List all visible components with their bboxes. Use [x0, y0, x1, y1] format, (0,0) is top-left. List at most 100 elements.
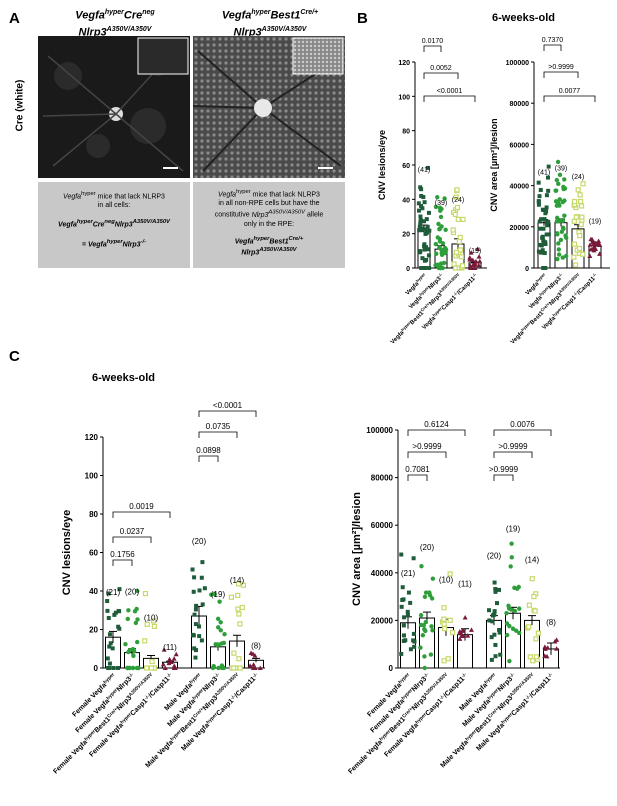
n-label: (39): [555, 166, 567, 173]
x-tick-label-part: /Casp11: [456, 276, 477, 297]
data-point: [422, 665, 427, 671]
data-point: [426, 253, 431, 258]
comparison-p-value: 0.0077: [559, 88, 581, 95]
data-point: [497, 628, 502, 633]
y-tick-label: 100000: [366, 426, 393, 435]
data-point: [591, 245, 597, 251]
comparison-p-value: 0.0170: [422, 38, 444, 45]
panel-c-letter: C: [9, 348, 20, 365]
data-point: [105, 608, 110, 613]
data-point: [130, 665, 136, 671]
data-point: [456, 238, 462, 245]
data-point: [447, 617, 453, 623]
panel-a-right-title: VegfahyperBest1Cre/+ Nlrp3A350V/A350V: [221, 9, 319, 39]
x-tick-label-part: /Casp11: [233, 676, 257, 700]
data-point: [215, 616, 221, 622]
data-point: [561, 226, 566, 232]
data-point: [539, 217, 544, 222]
data-point: [420, 206, 425, 211]
data-point: [425, 247, 430, 252]
data-point: [419, 226, 424, 231]
data-point: [127, 647, 133, 653]
data-point: [533, 636, 539, 642]
data-point: [171, 656, 177, 661]
y-axis-label: CNV lesions/eye: [61, 510, 73, 596]
x-tick-label-part: Female Vegfa: [88, 722, 125, 759]
data-point: [240, 582, 247, 588]
data-point: [571, 198, 578, 205]
y-tick-label: 40000: [371, 569, 394, 578]
data-point: [106, 591, 111, 596]
data-point: [430, 576, 436, 581]
data-point: [421, 219, 426, 224]
data-point: [422, 594, 428, 599]
data-point: [555, 199, 561, 204]
data-point: [476, 262, 482, 268]
data-point: [493, 589, 498, 594]
data-point: [438, 214, 444, 220]
n-label: (39): [435, 200, 447, 207]
data-point: [504, 632, 510, 638]
data-point: [422, 266, 427, 270]
data-point: [457, 629, 463, 634]
n-label: (11): [163, 643, 177, 652]
x-tick-label-part: hyper: [431, 306, 443, 318]
x-tick-label-part: Vegfa: [541, 315, 557, 331]
data-point: [537, 194, 542, 199]
data-point: [401, 638, 406, 643]
caption-right: Vegfahyper mice that lack NLRP3 in all n…: [193, 182, 345, 268]
data-point: [451, 261, 457, 267]
data-point: [161, 647, 167, 652]
x-tick-label-part: /Casp11: [528, 676, 552, 700]
data-point: [554, 637, 560, 642]
x-tick-label-part: -/-: [438, 693, 446, 701]
data-point: [517, 606, 522, 611]
data-point: [408, 647, 413, 652]
data-point: [597, 242, 603, 248]
data-point: [148, 665, 155, 671]
data-point: [560, 255, 566, 260]
caption-left-line-1: Vegfahyper mice that lack NLRP3: [63, 191, 165, 201]
data-point: [538, 187, 543, 192]
x-tick-label-part: hyper: [534, 271, 546, 283]
data-point: [108, 641, 113, 646]
data-point: [144, 621, 150, 627]
data-point: [117, 609, 122, 614]
data-point: [506, 603, 511, 608]
n-label: (8): [546, 618, 556, 627]
data-point: [545, 223, 550, 228]
y-tick-label: 60: [402, 163, 410, 170]
data-point: [111, 666, 116, 670]
data-point: [470, 257, 476, 262]
data-point: [477, 258, 483, 264]
data-point: [418, 250, 423, 255]
y-tick-label: 60: [89, 549, 98, 558]
y-tick-label: 60000: [371, 521, 394, 530]
caption-right-bold-2: Nlrp3A350V/A350V: [241, 246, 297, 257]
data-point: [492, 580, 497, 585]
data-point: [143, 665, 150, 671]
data-point: [422, 247, 427, 252]
x-tick-label: VegfahyperBest1Cre/+Nlrp3A350V/A350V: [388, 271, 462, 345]
y-tick-label: 0: [94, 664, 99, 673]
data-point: [460, 633, 466, 638]
data-point: [116, 624, 121, 629]
x-tick-label-part: Cre/+: [539, 301, 550, 312]
data-point: [193, 655, 198, 660]
data-point: [418, 214, 423, 219]
data-point: [580, 181, 586, 187]
data-point: [191, 589, 196, 594]
data-point: [462, 614, 468, 620]
data-point: [453, 249, 459, 255]
data-point: [257, 665, 263, 670]
data-point: [219, 641, 225, 646]
inset-left: [137, 37, 189, 75]
data-point: [117, 587, 122, 592]
data-point: [168, 659, 174, 665]
x-tick-label-part: -/-: [572, 290, 579, 297]
comparison-bracket: [423, 95, 476, 102]
data-point: [411, 631, 416, 636]
n-label: (24): [452, 197, 464, 204]
x-tick-label-part: -/-: [557, 271, 564, 278]
